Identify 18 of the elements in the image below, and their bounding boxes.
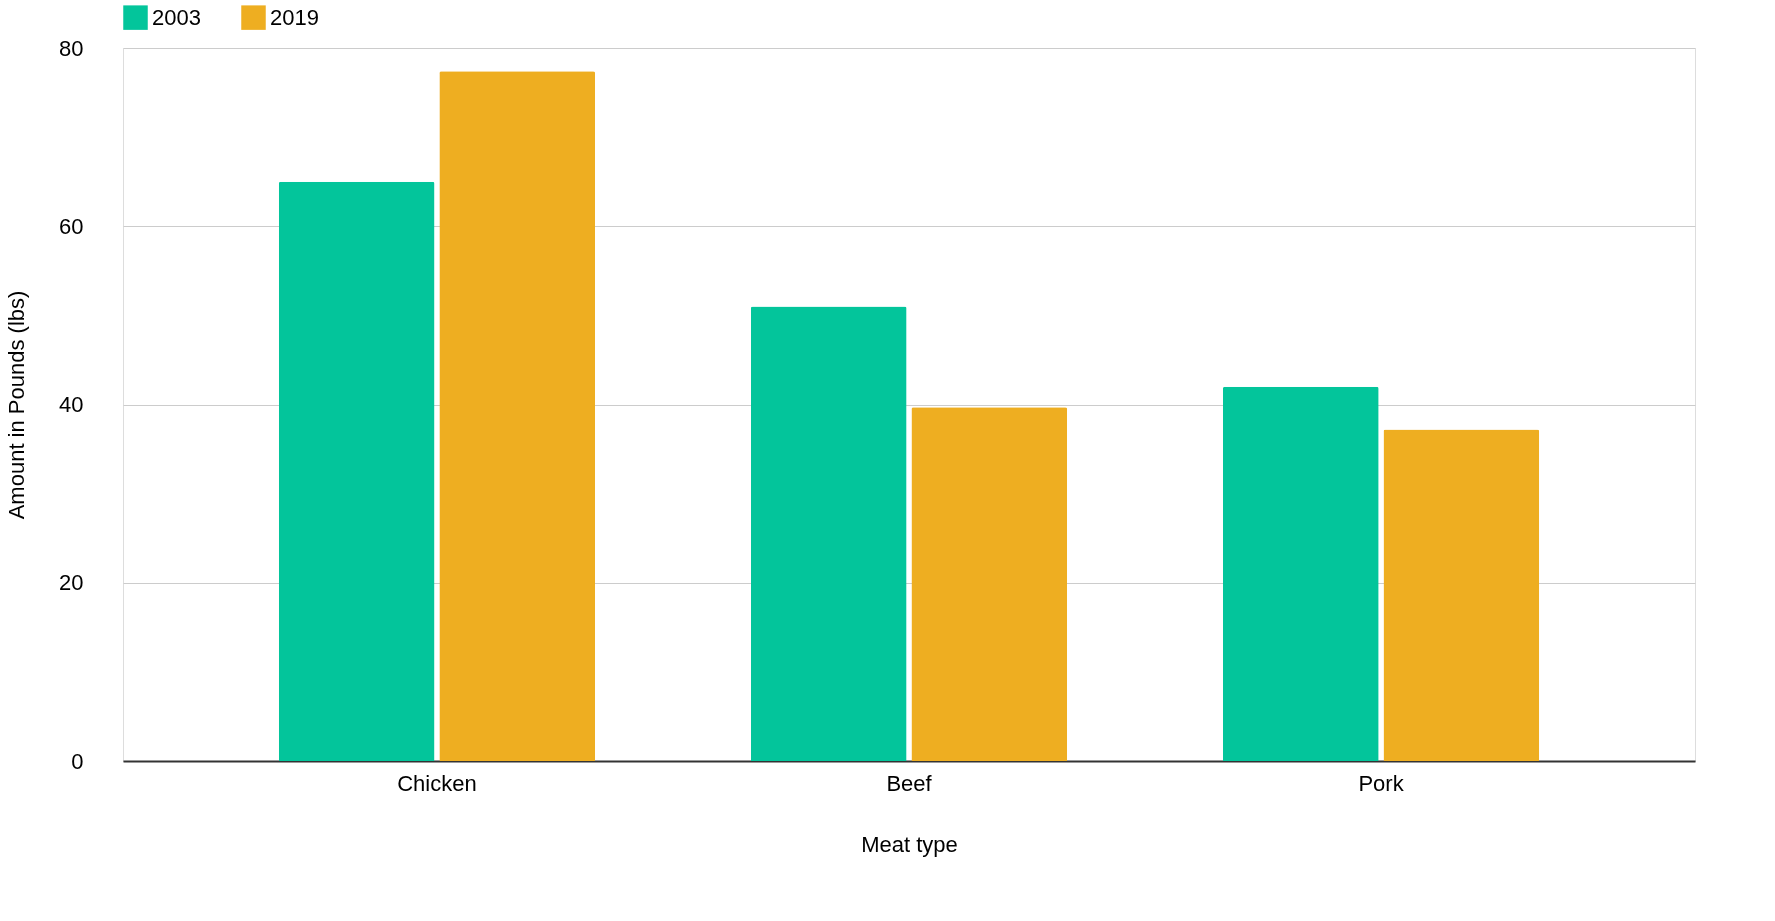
- y-tick-label: 0: [71, 748, 84, 774]
- x-axis-title: Meat type: [861, 831, 958, 857]
- bar: [439, 71, 596, 761]
- y-tick-label: 80: [59, 35, 84, 61]
- legend-label: 2003: [152, 4, 201, 30]
- y-tick-label: 20: [59, 570, 84, 596]
- bar: [911, 407, 1068, 761]
- y-tick-label: 40: [59, 392, 84, 417]
- bar: [750, 306, 907, 761]
- y-tick-label: 60: [59, 213, 84, 239]
- y-axis-title: Amount in Pounds (lbs): [4, 290, 30, 520]
- x-tick-label: Beef: [886, 770, 933, 796]
- bar: [278, 181, 435, 761]
- x-tick-label: Chicken: [397, 770, 477, 796]
- legend-label: 2019: [270, 4, 319, 30]
- bar: [1222, 386, 1379, 761]
- x-tick-label: Pork: [1358, 770, 1405, 796]
- bar: [1383, 429, 1540, 761]
